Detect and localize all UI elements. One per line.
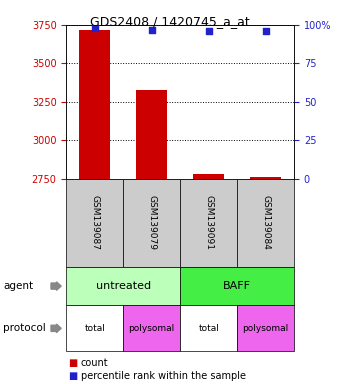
Point	[206, 28, 211, 34]
Point	[149, 26, 154, 33]
Text: GSM139079: GSM139079	[147, 195, 156, 250]
Text: total: total	[198, 324, 219, 333]
Bar	[250, 177, 281, 179]
Text: count: count	[81, 358, 108, 368]
Text: total: total	[84, 324, 105, 333]
Text: percentile rank within the sample: percentile rank within the sample	[81, 371, 246, 381]
Point	[92, 25, 98, 31]
Text: protocol: protocol	[3, 323, 46, 333]
Text: GSM139087: GSM139087	[90, 195, 99, 250]
Text: ■: ■	[68, 371, 77, 381]
Point	[263, 28, 268, 34]
Text: polysomal: polysomal	[129, 324, 175, 333]
Text: ■: ■	[68, 358, 77, 368]
Bar	[136, 90, 167, 179]
Text: GSM139091: GSM139091	[204, 195, 213, 250]
Text: agent: agent	[3, 281, 34, 291]
Bar	[79, 30, 110, 179]
Text: GSM139084: GSM139084	[261, 195, 270, 250]
Text: GDS2408 / 1420745_a_at: GDS2408 / 1420745_a_at	[90, 15, 250, 28]
Text: untreated: untreated	[96, 281, 151, 291]
Text: polysomal: polysomal	[242, 324, 289, 333]
Text: BAFF: BAFF	[223, 281, 251, 291]
Bar	[193, 174, 224, 179]
